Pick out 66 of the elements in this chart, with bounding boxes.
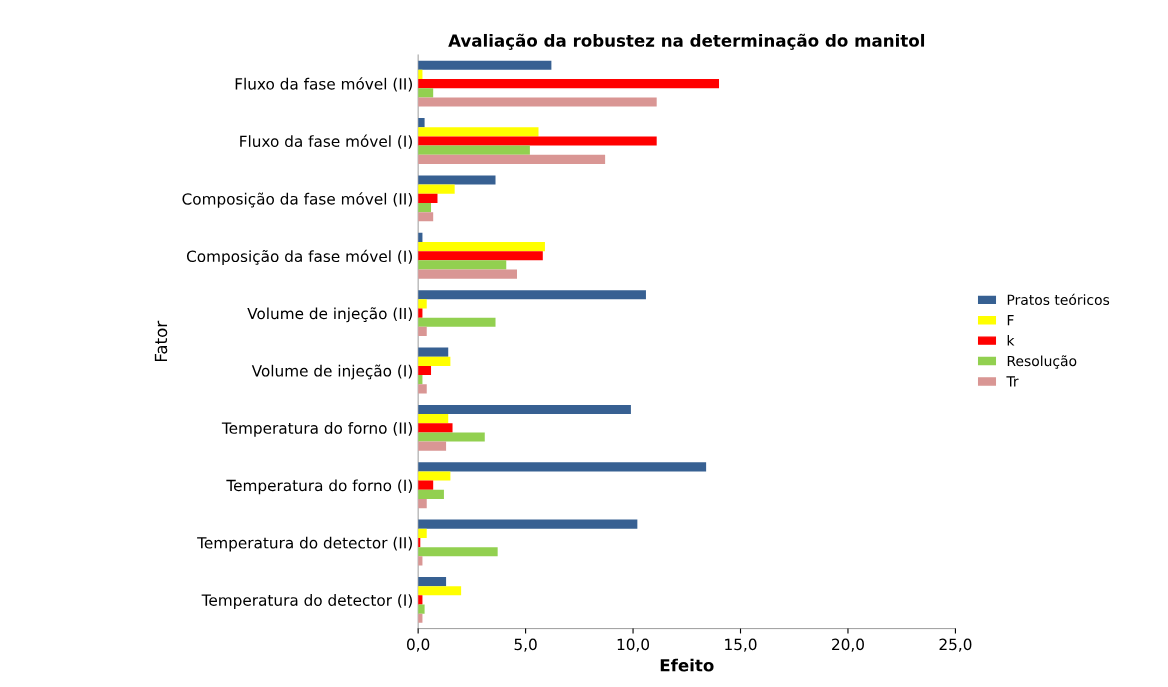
y-tick-label: Temperatura do detector (II) [197,536,412,552]
bar [418,251,543,261]
bar [418,441,447,451]
bar [418,212,434,222]
bar [418,118,425,128]
bar [418,404,631,415]
bar [418,347,449,357]
bar [418,356,451,366]
y-axis-title: Fator [154,320,168,362]
bar [418,317,496,327]
bar [418,97,657,107]
x-tick-label: 5,0 [514,638,537,652]
bar [418,489,444,499]
bar [418,154,606,164]
bar [418,184,455,194]
chart-title: Avaliação da robustez na determinação do manitol [448,33,925,50]
x-tick-label: 25,0 [939,638,972,652]
bar [418,547,498,557]
bar [418,202,432,213]
y-tick-label: Composição da fase móvel (II) [182,192,412,208]
bar [418,127,539,137]
legend-label: k [1007,335,1015,346]
bar [418,604,425,614]
bar [418,471,451,481]
x-tick-label: 20,0 [832,638,864,652]
y-tick-label: Fluxo da fase móvel (I) [240,134,412,149]
bar [418,528,427,538]
y-tick-label: Composição da fase móvel (I) [186,249,412,266]
x-axis-title: Efeito [660,658,714,672]
bar [418,586,462,596]
legend-label: Pratos teóricos [1007,293,1110,306]
bar [418,480,434,490]
bar [418,145,530,155]
legend-label: Resolução [1007,355,1077,369]
bar [418,60,552,70]
y-tick-label: Volume de injeção (I) [251,364,412,380]
x-tick-label: 10,0 [617,638,650,652]
y-tick-label: Temperatura do detector (I) [201,594,412,609]
bar [418,79,720,89]
bar [418,384,427,394]
legend-label: Tr [1006,376,1019,387]
bar [418,290,646,300]
bar [418,326,427,337]
bar [418,269,517,279]
bar [418,414,449,424]
bar [418,175,496,185]
bar [418,193,438,203]
bar [418,365,432,376]
bar [418,260,507,270]
y-tick-label: Temperatura do forno (I) [226,479,412,495]
bar [418,299,427,309]
bar [418,241,545,252]
y-tick-label: Fluxo da fase móvel (II) [235,77,412,92]
bar [418,88,434,98]
x-tick-label: 15,0 [725,638,757,652]
bar [418,423,453,433]
bar [418,136,657,146]
bar [418,432,485,442]
y-tick-label: Volume de injeção (II) [247,307,412,323]
x-tick-label: 0,0 [407,638,430,652]
legend-label: F [1007,315,1014,326]
bar [418,498,427,509]
bar [418,576,447,587]
y-tick-label: Temperatura do forno (II) [221,422,412,437]
bar [418,519,638,529]
bar [418,462,707,472]
